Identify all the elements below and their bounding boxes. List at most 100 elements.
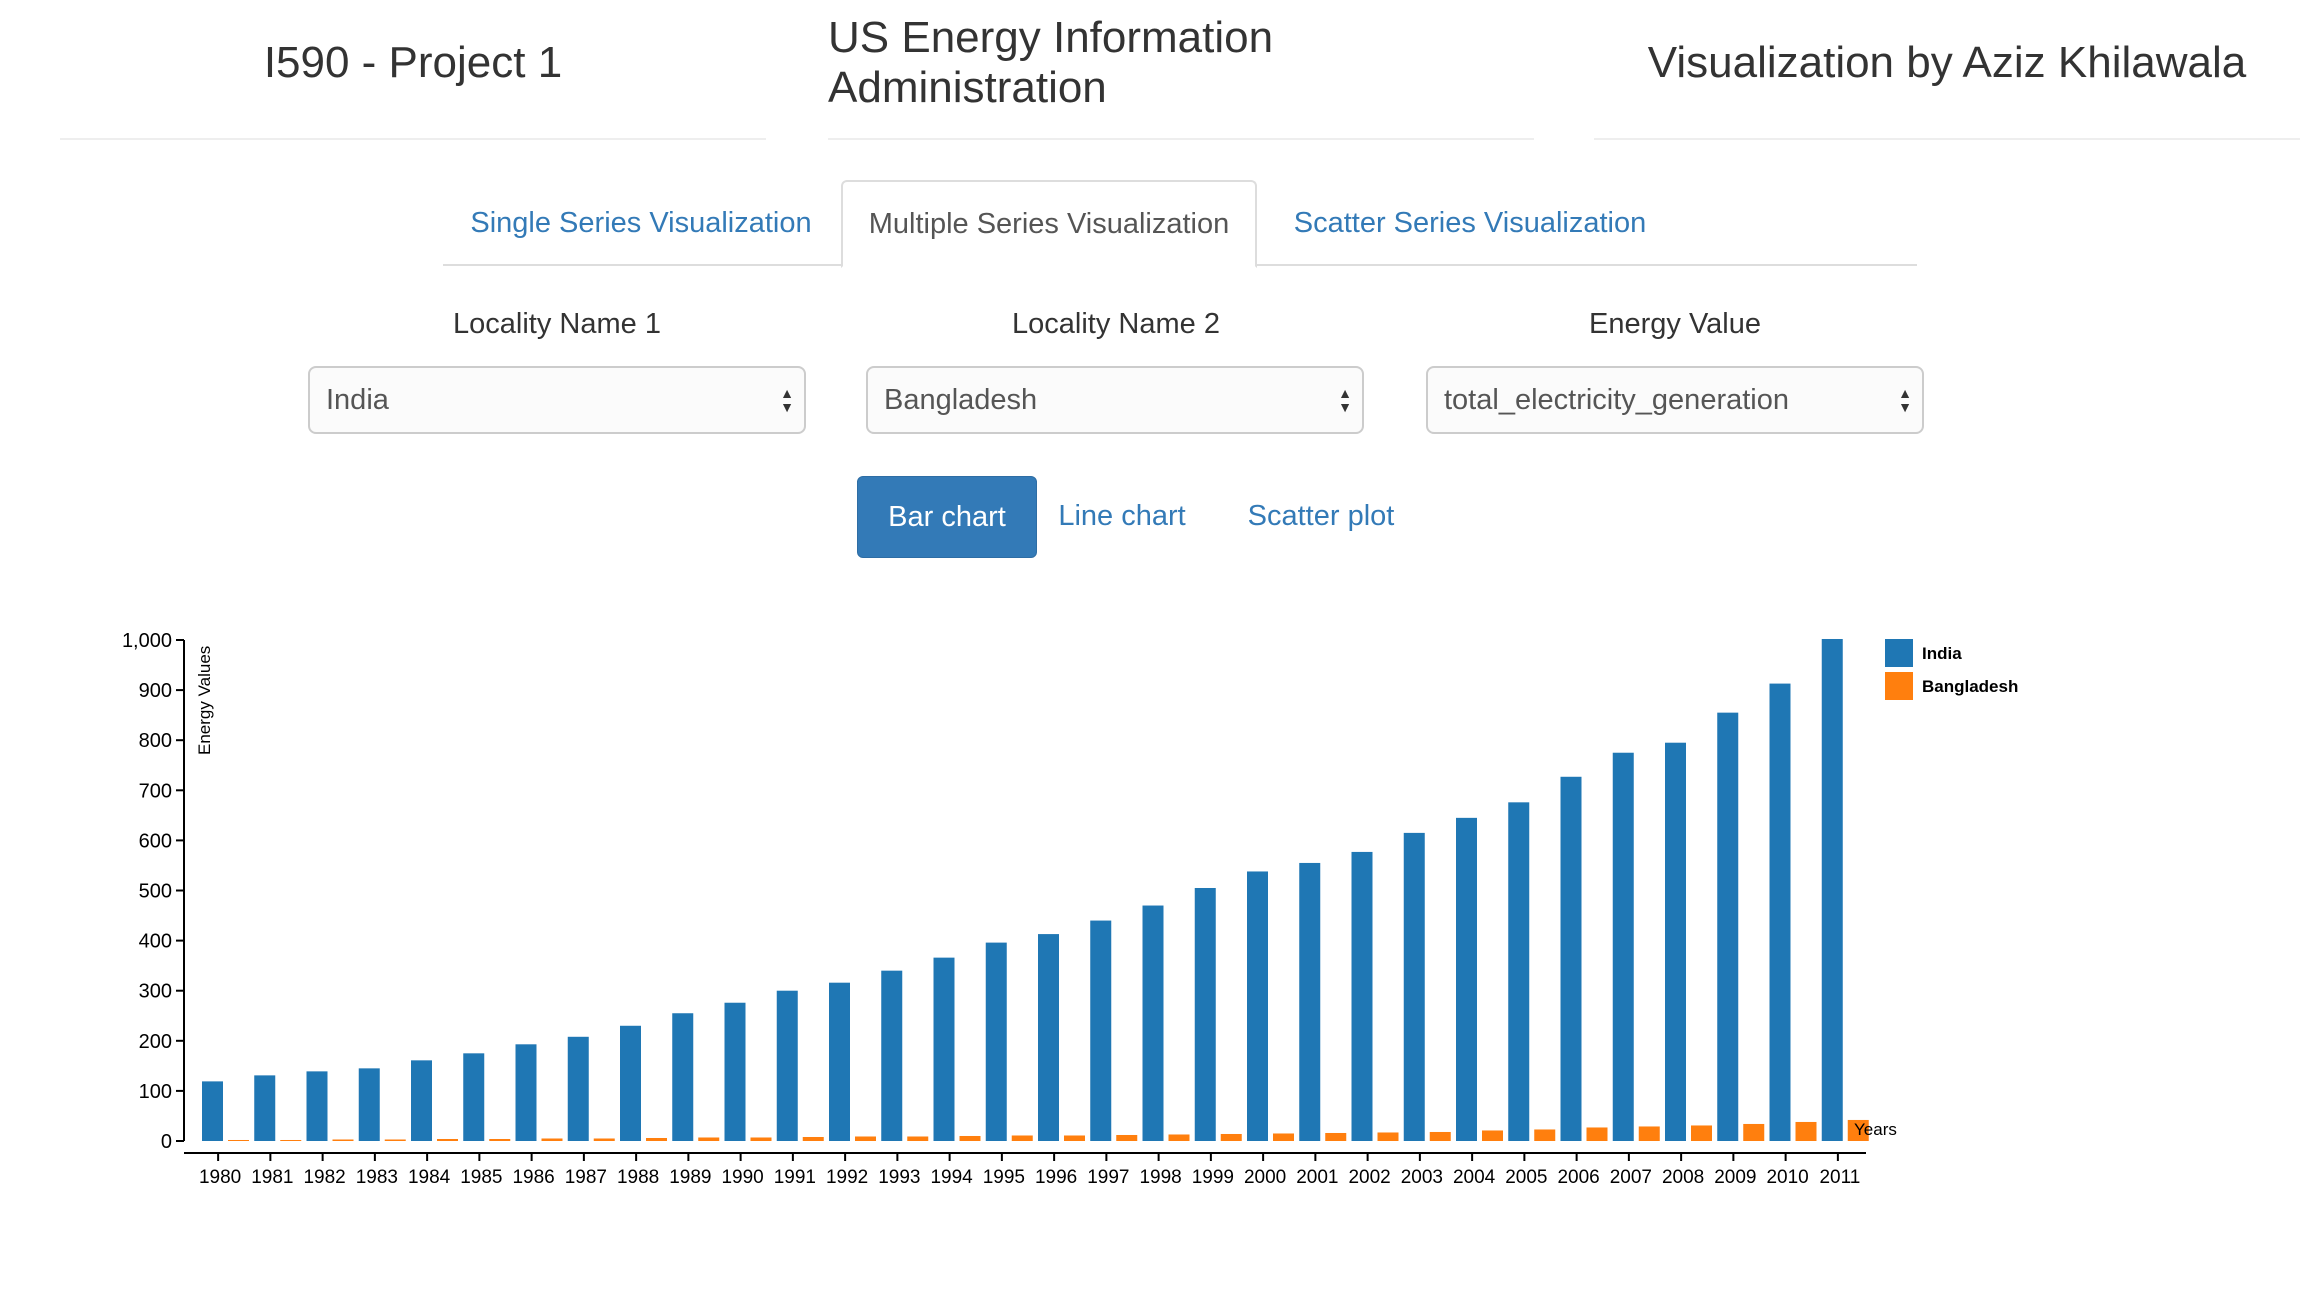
x-tick-label: 1981	[251, 1167, 293, 1188]
bar-india-1983	[358, 1068, 380, 1141]
x-tick-label: 2001	[1296, 1167, 1338, 1188]
bar-bangladesh-2008	[1691, 1125, 1712, 1141]
x-tick-label: 1998	[1139, 1167, 1181, 1188]
x-tick-label: 1989	[669, 1167, 711, 1188]
x-tick-label: 1980	[199, 1167, 241, 1188]
x-tick-label: 1996	[1035, 1167, 1077, 1188]
bar-bangladesh-2011	[1847, 1119, 1869, 1141]
y-tick-label: 0	[161, 1131, 172, 1153]
bar-india-2008	[1665, 742, 1686, 1141]
x-tick-label: 1984	[408, 1167, 451, 1188]
locality1-value: India	[326, 383, 389, 416]
bar-bangladesh-1999	[1220, 1133, 1242, 1141]
bar-india-1998	[1142, 905, 1164, 1141]
legend-label-bangladesh: Bangladesh	[1922, 677, 2018, 696]
x-tick-label: 2011	[1819, 1167, 1860, 1188]
locality2-value: Bangladesh	[884, 383, 1038, 416]
x-tick-label: 1983	[356, 1167, 398, 1188]
y-tick-label: 400	[139, 931, 172, 953]
bar-india-1995	[985, 942, 1007, 1141]
bar-india-2010	[1769, 683, 1791, 1141]
bar-bangladesh-1983	[384, 1139, 406, 1141]
y-tick-label: 1,000	[122, 630, 172, 652]
locality2-label: Locality Name 2	[1012, 308, 1220, 340]
bar-india-2007	[1612, 752, 1634, 1141]
bar-bangladesh-1991	[802, 1136, 824, 1141]
x-tick-label: 2000	[1244, 1167, 1286, 1188]
x-tick-label: 1982	[303, 1167, 345, 1188]
bar-bangladesh-2003	[1429, 1131, 1451, 1141]
x-tick-label: 1985	[460, 1167, 502, 1188]
bar-india-2003	[1403, 832, 1425, 1141]
bar-bangladesh-1990	[750, 1137, 772, 1141]
source-title: US Energy Information Administration	[828, 0, 1534, 140]
locality1-label: Locality Name 1	[453, 308, 661, 340]
bar-bangladesh-2007	[1638, 1126, 1660, 1141]
legend-swatch-bangladesh	[1885, 672, 1913, 700]
x-tick-label: 1995	[983, 1167, 1025, 1188]
x-tick-label: 1987	[565, 1167, 607, 1188]
bar-bangladesh-1988	[646, 1137, 667, 1141]
tab-scatter-series[interactable]: Scatter Series Visualization	[1293, 206, 1647, 239]
project-title: I590 - Project 1	[60, 0, 766, 140]
bar-india-2009	[1717, 712, 1739, 1141]
locality1-select[interactable]: India ▲ ▼	[308, 366, 806, 434]
y-tick-label: 100	[139, 1081, 172, 1103]
bar-bangladesh-1987	[593, 1138, 615, 1141]
bar-india-1986	[515, 1044, 537, 1141]
bar-india-1987	[567, 1036, 589, 1141]
bar-india-2011	[1821, 638, 1843, 1141]
bar-india-1981	[254, 1075, 276, 1141]
bar-bangladesh-1994	[959, 1135, 981, 1141]
bar-india-1993	[881, 970, 903, 1141]
locality2-select[interactable]: Bangladesh ▲ ▼	[866, 366, 1364, 434]
bar-bangladesh-1986	[541, 1138, 563, 1141]
bar-bangladesh-2004	[1482, 1130, 1503, 1141]
y-axis-title: Energy Values	[195, 646, 214, 755]
bar-india-2000	[1247, 871, 1268, 1141]
line-chart-button[interactable]: Line chart	[1058, 499, 1186, 532]
bar-india-2006	[1560, 776, 1582, 1141]
energy-select[interactable]: total_electricity_generation ▲ ▼	[1426, 366, 1924, 434]
x-tick-label: 1988	[617, 1167, 659, 1188]
bar-india-1985	[463, 1053, 485, 1141]
energy-label: Energy Value	[1589, 308, 1761, 340]
bar-bangladesh-2006	[1586, 1127, 1608, 1141]
y-tick-label: 800	[139, 730, 172, 752]
x-tick-label: 2004	[1453, 1167, 1496, 1188]
bar-bangladesh-1981	[280, 1139, 302, 1141]
x-tick-label: 2010	[1766, 1167, 1808, 1188]
page-header: I590 - Project 1 US Energy Information A…	[0, 0, 2300, 142]
bar-india-1989	[672, 1013, 694, 1141]
x-tick-label: 1992	[826, 1167, 868, 1188]
x-tick-label: 1986	[512, 1167, 554, 1188]
bar-bangladesh-1995	[1011, 1135, 1033, 1141]
bar-bangladesh-1982	[332, 1139, 354, 1141]
bar-india-1997	[1090, 920, 1112, 1141]
bar-bangladesh-1980	[228, 1139, 249, 1141]
tab-multiple-series[interactable]: Multiple Series Visualization	[841, 180, 1257, 268]
x-tick-label: 1991	[774, 1167, 816, 1188]
tab-single-series[interactable]: Single Series Visualization	[470, 206, 812, 239]
bar-india-1988	[620, 1025, 641, 1141]
bar-bangladesh-1989	[698, 1137, 720, 1141]
bar-india-1990	[724, 1002, 746, 1141]
legend-swatch-india	[1885, 639, 1913, 667]
bar-india-2004	[1456, 817, 1477, 1141]
legend-label-india: India	[1922, 644, 1962, 663]
bar-india-1996	[1038, 934, 1059, 1141]
bar-india-1999	[1194, 887, 1216, 1141]
bar-bangladesh-1996	[1064, 1135, 1085, 1141]
x-tick-label: 2008	[1662, 1167, 1704, 1188]
y-tick-label: 700	[139, 780, 172, 802]
x-tick-label: 1993	[878, 1167, 920, 1188]
bar-bangladesh-1985	[489, 1138, 511, 1141]
scatter-plot-button[interactable]: Scatter plot	[1247, 499, 1395, 532]
y-tick-label: 300	[139, 981, 172, 1003]
x-tick-label: 1997	[1087, 1167, 1129, 1188]
x-tick-label: 2005	[1505, 1167, 1547, 1188]
bar-chart-button[interactable]: Bar chart	[857, 476, 1037, 558]
x-tick-label: 2006	[1557, 1167, 1599, 1188]
y-tick-label: 200	[139, 1031, 172, 1053]
visualization-tabs: Single Series Visualization Multiple Ser…	[443, 180, 1917, 268]
